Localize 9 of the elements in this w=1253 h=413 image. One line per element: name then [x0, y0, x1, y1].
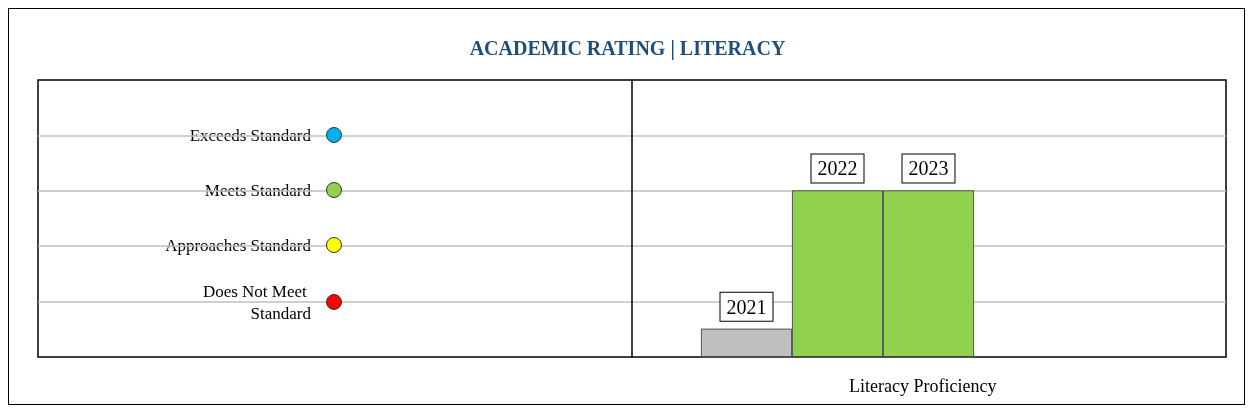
annotation: 2023: [908, 157, 949, 180]
annotation: 2021: [726, 295, 767, 318]
ref-line-label: Approaches Standard: [165, 235, 312, 255]
annotation: 2022: [817, 157, 858, 180]
chart-title: ACADEMIC RATING | LITERACY: [469, 37, 786, 60]
x-axis-title: Literacy Proficiency: [849, 376, 997, 396]
ref-line-label: Does Not Meet Standard: [202, 281, 312, 323]
ref-line-label: Exceeds Standard: [189, 125, 312, 145]
ref-line-label: Meets Standard: [204, 180, 312, 200]
